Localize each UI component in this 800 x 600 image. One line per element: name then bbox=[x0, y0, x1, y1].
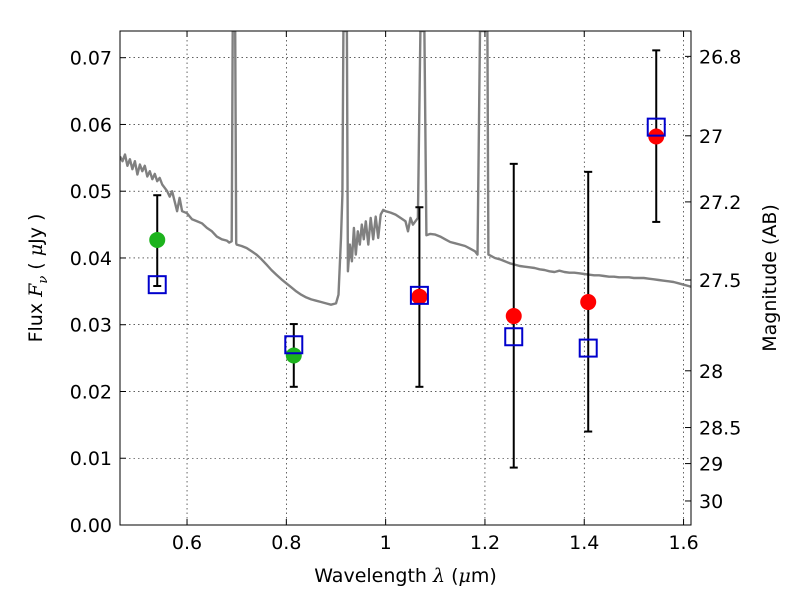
y-axis-label-mu: μ bbox=[25, 244, 47, 256]
y-tick-label: 0.04 bbox=[70, 248, 112, 270]
y2-axis-label: Magnitude (AB) bbox=[759, 204, 781, 352]
y-axis-label-unit: Jy ) bbox=[25, 214, 47, 245]
x-axis-label-symbol: λ bbox=[432, 565, 445, 587]
y-tick-label: 0.06 bbox=[70, 114, 112, 136]
y-tick-label: 0.05 bbox=[70, 181, 112, 203]
x-axis-label: Wavelength λ (μm) bbox=[314, 565, 497, 587]
data-point bbox=[285, 347, 302, 364]
y2-tick-label: 29 bbox=[699, 454, 723, 476]
y-axis-label-post: ( bbox=[25, 256, 47, 276]
y-axis-label-pre: Flux bbox=[25, 297, 47, 343]
y-tick-label: 0.01 bbox=[70, 448, 112, 470]
model-point bbox=[409, 285, 429, 305]
y2-tick-label: 28.5 bbox=[699, 418, 741, 440]
x-axis-label-pre: Wavelength bbox=[314, 565, 433, 587]
plot-data bbox=[120, 31, 691, 469]
y-axis-label-symbol: F bbox=[25, 283, 47, 298]
spectrum-line bbox=[120, 31, 691, 306]
x-tick-label: 0.8 bbox=[271, 532, 301, 554]
y2-tick-label: 27.2 bbox=[699, 192, 741, 214]
x-tick-label: 1.6 bbox=[668, 532, 698, 554]
x-axis-label-post: ( bbox=[445, 565, 458, 587]
x-tick-label: 1.4 bbox=[569, 532, 599, 554]
y2-tick-label: 27 bbox=[699, 126, 723, 148]
y-tick-label: 0.03 bbox=[70, 315, 112, 337]
y2-tick-label: 26.8 bbox=[699, 46, 741, 68]
data-point bbox=[411, 288, 428, 305]
x-tick-label: 1 bbox=[380, 532, 392, 554]
grid-lines bbox=[120, 31, 691, 526]
model-point bbox=[504, 327, 524, 347]
model-point bbox=[646, 117, 666, 137]
y-tick-label: 0.00 bbox=[70, 515, 112, 537]
y2-tick-label: 27.5 bbox=[699, 270, 741, 292]
axis-ticks: 0.6 0.8 1 1.2 1.4 1.6 0.00 0.01 0.02 0.03 0.04 0.05… bbox=[70, 31, 741, 554]
y-tick-label: 0.07 bbox=[70, 48, 112, 70]
y-axis-label-subscript: ν bbox=[36, 276, 51, 284]
y-axis-label: Flux Fν ( μJy ) bbox=[25, 214, 51, 343]
x-tick-label: 1.2 bbox=[470, 532, 500, 554]
y2-tick-label: 30 bbox=[699, 491, 723, 513]
x-axis-label-unit: m) bbox=[471, 565, 497, 587]
x-tick-label: 0.6 bbox=[172, 532, 202, 554]
model-point bbox=[578, 338, 598, 358]
y2-tick-label: 28 bbox=[699, 361, 723, 383]
y-tick-label: 0.02 bbox=[70, 381, 112, 403]
data-point bbox=[149, 231, 166, 248]
x-axis-label-mu: μ bbox=[458, 565, 470, 587]
plot-frame bbox=[119, 30, 692, 526]
data-point bbox=[505, 308, 522, 325]
data-point bbox=[580, 294, 597, 311]
model-point bbox=[284, 335, 304, 355]
model-point bbox=[147, 275, 167, 295]
